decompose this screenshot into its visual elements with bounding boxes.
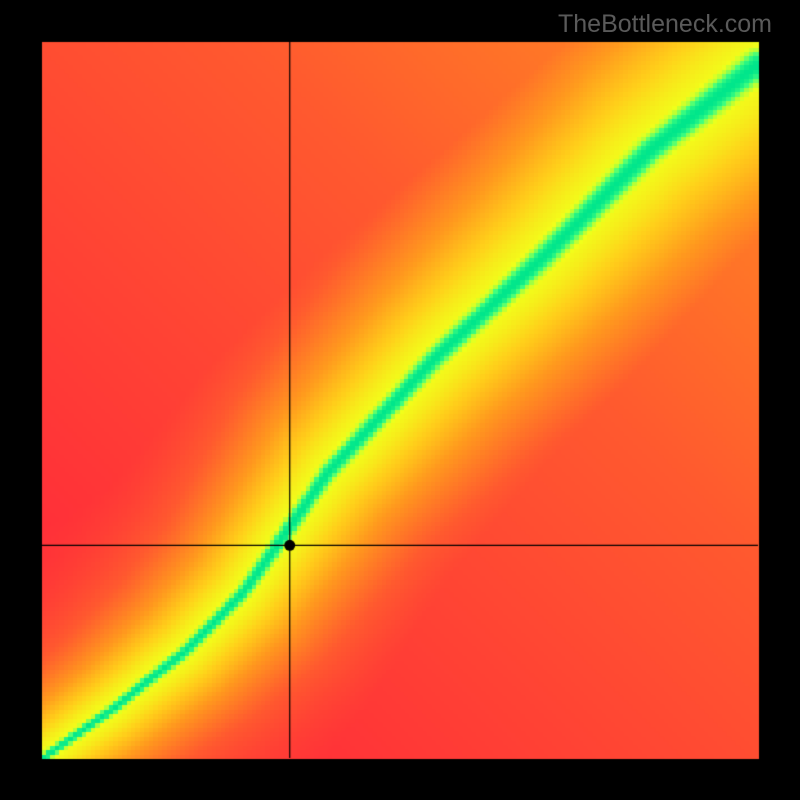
bottleneck-heatmap [0, 0, 800, 800]
chart-container: TheBottleneck.com [0, 0, 800, 800]
watermark-text: TheBottleneck.com [558, 10, 772, 39]
